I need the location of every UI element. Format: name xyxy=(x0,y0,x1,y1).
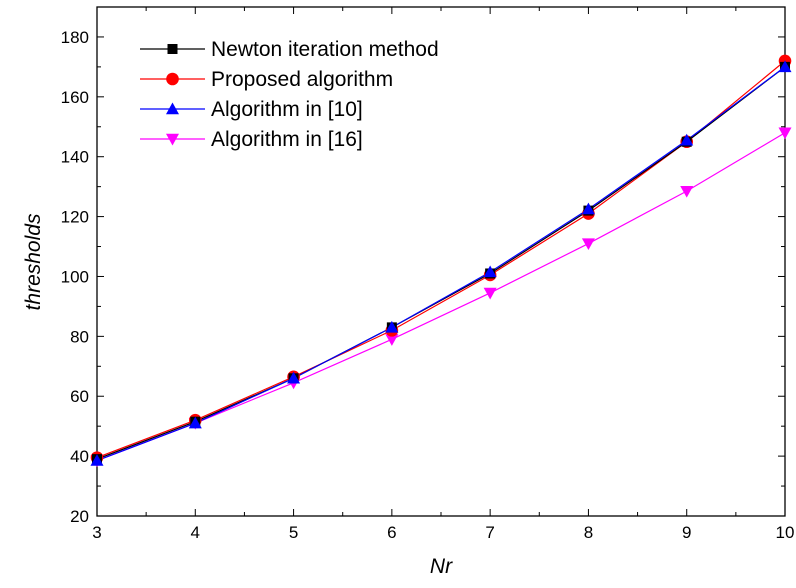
legend-marker xyxy=(166,133,179,146)
data-point xyxy=(287,371,301,384)
y-tick-label: 100 xyxy=(61,267,89,286)
data-point xyxy=(385,320,399,333)
data-point xyxy=(581,238,595,251)
y-tick-label: 160 xyxy=(61,88,89,107)
x-tick-label: 6 xyxy=(387,523,396,542)
series-lines xyxy=(96,60,786,462)
legend-marker xyxy=(167,44,178,54)
plot-frame xyxy=(96,6,786,517)
data-point xyxy=(680,133,694,146)
x-tick-label: 3 xyxy=(92,523,101,542)
y-tick-label: 60 xyxy=(70,387,89,406)
x-tick-label: 5 xyxy=(289,523,298,542)
data-point xyxy=(680,185,694,198)
axis-ticks: 3 4 5 6 7 8 9 10 20 40 60 80 100 120 140 160 180 xyxy=(61,6,795,542)
x-tick-label: 8 xyxy=(584,523,593,542)
legend-label: Algorithm in [16] xyxy=(211,128,363,151)
legend-marker xyxy=(166,72,179,86)
legend: Newton iteration method Proposed algorith… xyxy=(140,38,439,151)
series-line xyxy=(96,66,786,460)
series-line xyxy=(96,60,786,459)
data-point xyxy=(483,265,497,278)
y-axis-title: thresholds xyxy=(22,213,45,310)
y-tick-label: 20 xyxy=(70,507,89,526)
legend-marker xyxy=(166,102,179,115)
x-tick-label: 7 xyxy=(485,523,494,542)
data-point xyxy=(90,454,104,466)
data-point xyxy=(778,127,792,140)
legend-label: Algorithm in [10] xyxy=(211,98,363,121)
y-tick-label: 80 xyxy=(70,327,89,346)
series-line xyxy=(96,66,786,462)
data-point xyxy=(581,202,595,215)
y-tick-label: 120 xyxy=(61,208,89,227)
legend-label: Newton iteration method xyxy=(211,38,439,61)
series-markers xyxy=(90,54,792,468)
x-tick-label: 4 xyxy=(191,523,200,542)
y-tick-label: 140 xyxy=(61,148,89,167)
x-tick-label: 10 xyxy=(776,523,795,542)
legend-label: Proposed algorithm xyxy=(211,68,393,91)
data-point xyxy=(188,416,202,429)
data-point xyxy=(778,60,792,73)
x-axis-title: Nr xyxy=(430,555,453,578)
y-tick-label: 180 xyxy=(61,28,89,47)
data-point xyxy=(385,334,399,346)
data-point xyxy=(483,287,497,300)
series-line xyxy=(96,132,786,462)
y-tick-label: 40 xyxy=(70,447,89,466)
x-tick-label: 9 xyxy=(682,523,691,542)
